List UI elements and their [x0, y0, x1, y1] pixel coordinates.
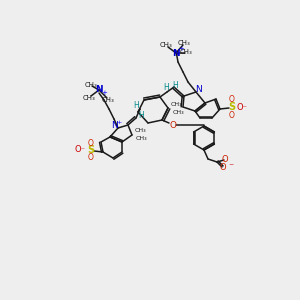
Text: N: N	[111, 121, 117, 130]
Text: ⁻: ⁻	[228, 162, 234, 172]
Text: O: O	[88, 152, 94, 161]
Text: H: H	[172, 80, 178, 89]
Text: CH₃: CH₃	[135, 136, 147, 140]
Text: N: N	[95, 85, 103, 94]
Text: O⁻: O⁻	[74, 146, 86, 154]
Text: +: +	[178, 46, 184, 52]
Text: H: H	[133, 100, 139, 109]
Text: CH₃: CH₃	[178, 40, 190, 46]
Text: CH₃: CH₃	[85, 82, 98, 88]
Text: CH₃: CH₃	[172, 110, 184, 116]
Text: CH₃: CH₃	[160, 42, 172, 48]
Text: O: O	[222, 154, 228, 164]
Text: +: +	[101, 90, 107, 96]
Text: N: N	[172, 49, 180, 58]
Text: O: O	[169, 121, 176, 130]
Text: O: O	[229, 95, 235, 104]
Text: H: H	[163, 82, 169, 91]
Text: CH₃: CH₃	[82, 95, 95, 101]
Text: CH₃: CH₃	[180, 49, 192, 55]
Text: O: O	[229, 110, 235, 119]
Text: CH₃: CH₃	[102, 97, 114, 103]
Text: O⁻: O⁻	[236, 103, 247, 112]
Text: H: H	[138, 110, 144, 119]
Text: +: +	[116, 119, 122, 124]
Text: CH₃: CH₃	[134, 128, 146, 134]
Text: N: N	[195, 85, 201, 94]
Text: S: S	[228, 102, 236, 112]
Text: O: O	[220, 164, 226, 172]
Text: O: O	[88, 139, 94, 148]
Text: S: S	[87, 145, 94, 155]
Text: CH₃: CH₃	[170, 103, 182, 107]
